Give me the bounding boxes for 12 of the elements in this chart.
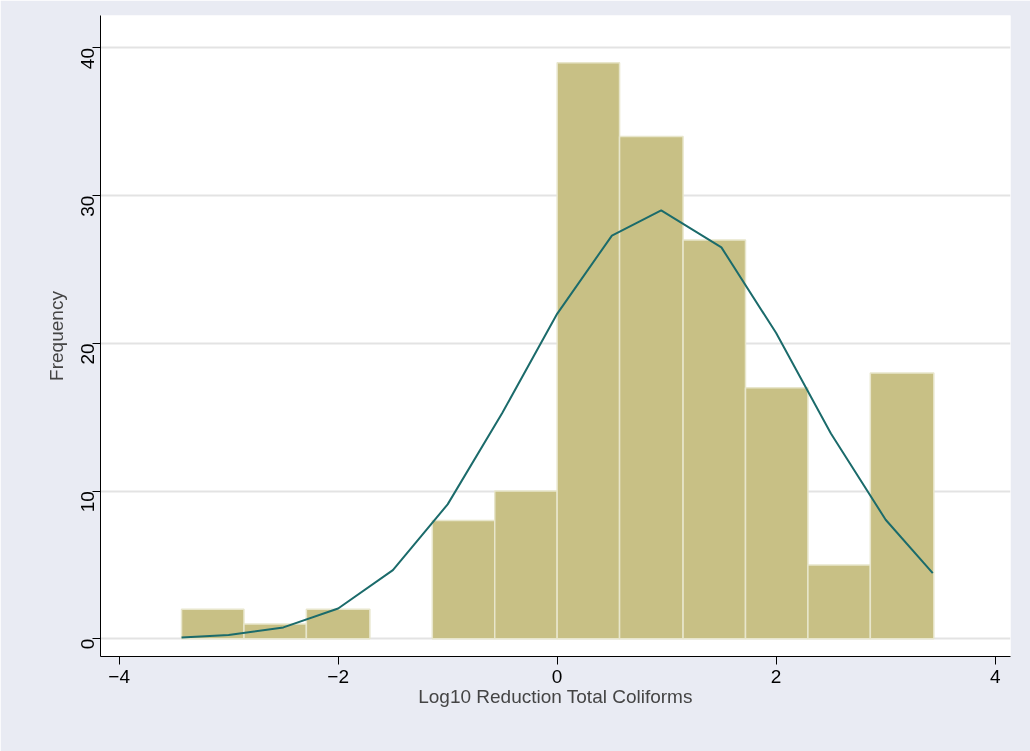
y-tick-label: 10 — [77, 491, 98, 513]
y-axis-title: Frequency — [45, 290, 67, 381]
y-tick-label: 30 — [77, 195, 98, 217]
y-tick-label: 20 — [77, 343, 98, 365]
x-tick-label: 4 — [989, 665, 1001, 687]
x-tick-label: −2 — [327, 665, 349, 687]
x-tick-label: −4 — [108, 665, 131, 687]
x-tick-label: 0 — [551, 665, 563, 687]
y-tick-label: 0 — [77, 638, 98, 650]
x-axis-title: Log10 Reduction Total Coliforms — [418, 685, 693, 707]
y-tick-label: 40 — [77, 47, 98, 70]
x-tick-label: 2 — [770, 665, 782, 687]
